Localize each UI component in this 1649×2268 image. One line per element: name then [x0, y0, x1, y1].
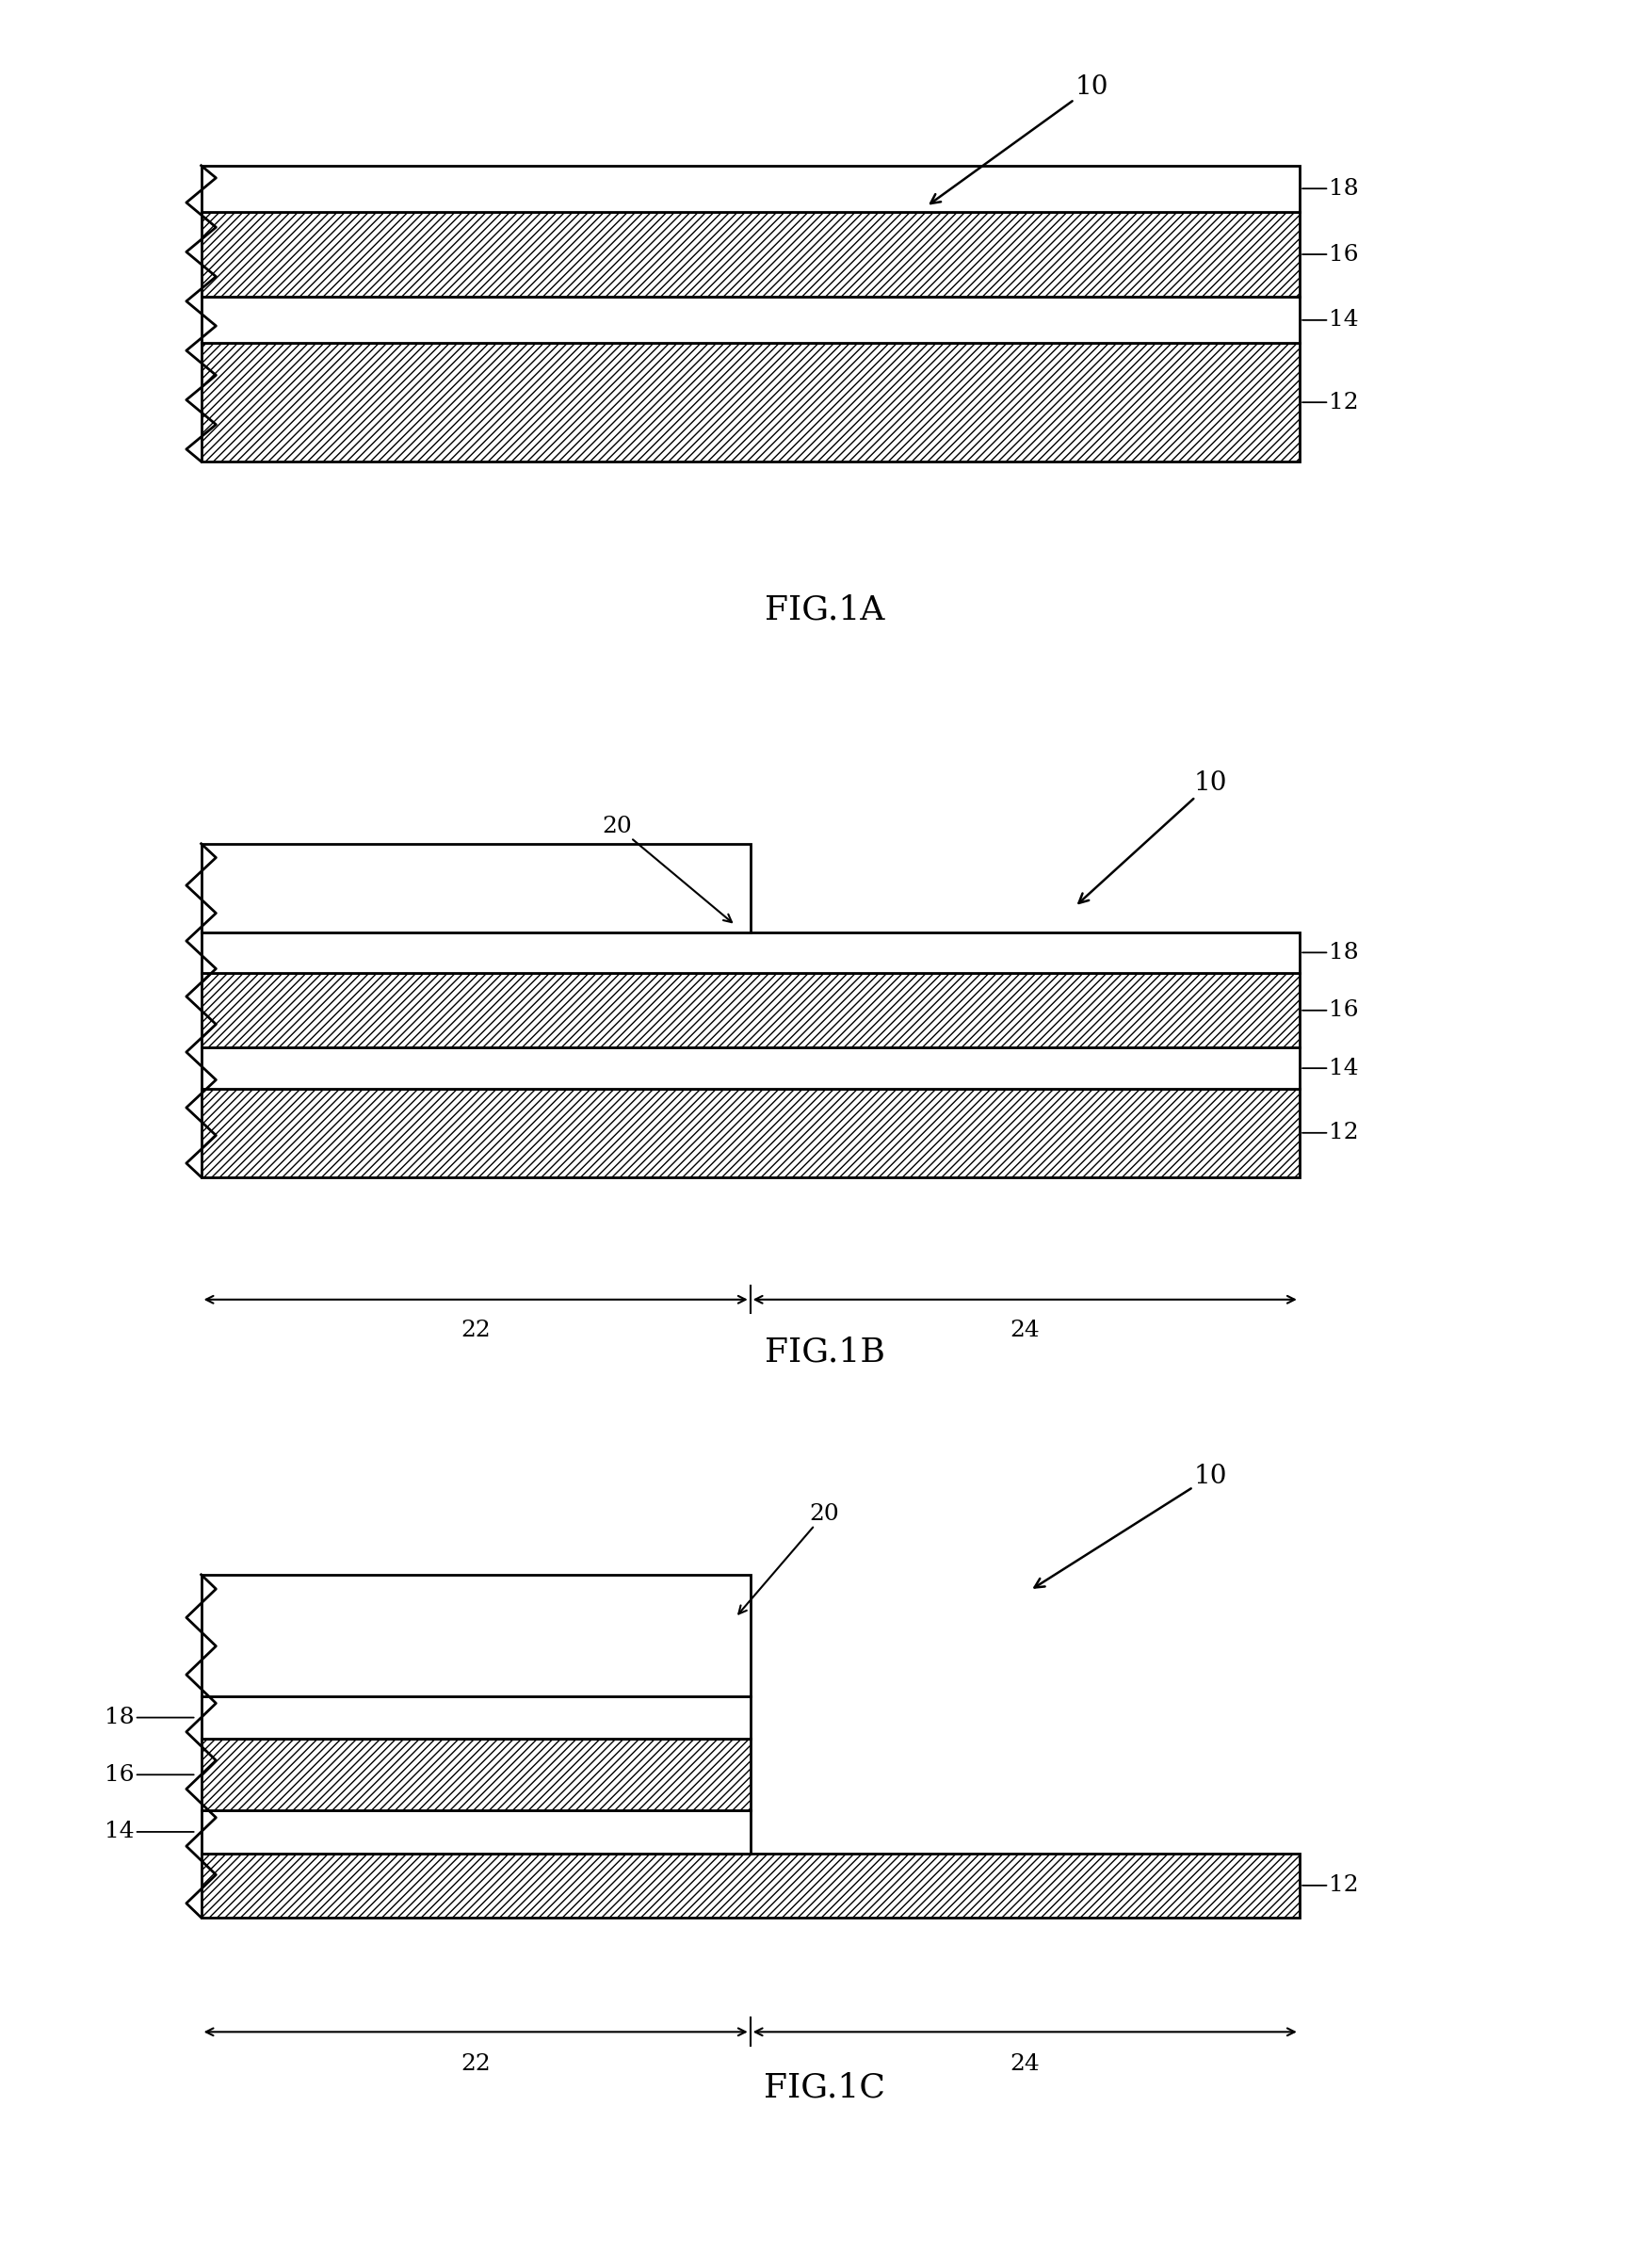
- Text: 14: 14: [1303, 1057, 1359, 1080]
- Text: 10: 10: [930, 75, 1108, 204]
- Text: 24: 24: [1009, 2053, 1041, 2075]
- Text: 16: 16: [104, 1765, 195, 1785]
- Bar: [201, 1810, 750, 1853]
- Text: 10: 10: [1034, 1463, 1227, 1588]
- Text: 20: 20: [602, 814, 732, 923]
- Bar: [201, 844, 750, 932]
- Bar: [201, 342, 1299, 463]
- Bar: [201, 1696, 750, 1740]
- Text: 18: 18: [104, 1708, 195, 1728]
- Text: 18: 18: [1303, 941, 1359, 964]
- Bar: [201, 297, 1299, 342]
- Text: 12: 12: [1303, 392, 1359, 413]
- Text: 14: 14: [104, 1821, 195, 1842]
- Text: 16: 16: [1303, 1000, 1359, 1021]
- Text: 14: 14: [1303, 308, 1359, 331]
- Text: 10: 10: [1078, 771, 1227, 903]
- Text: FIG.1C: FIG.1C: [763, 2071, 886, 2102]
- Text: FIG.1A: FIG.1A: [765, 594, 884, 626]
- Text: 12: 12: [1303, 1123, 1359, 1143]
- Bar: [201, 1089, 1299, 1177]
- Bar: [201, 1574, 750, 1696]
- Bar: [201, 1740, 750, 1810]
- Bar: [201, 211, 1299, 297]
- Bar: [201, 973, 1299, 1048]
- Text: 12: 12: [1303, 1876, 1359, 1896]
- Text: 16: 16: [1303, 243, 1359, 265]
- Text: 22: 22: [460, 1320, 491, 1343]
- Bar: [201, 1048, 1299, 1089]
- Bar: [201, 1853, 1299, 1919]
- Text: 20: 20: [739, 1504, 839, 1615]
- Text: 24: 24: [1009, 1320, 1041, 1343]
- Bar: [201, 166, 1299, 211]
- Bar: [201, 932, 1299, 973]
- Text: 18: 18: [1303, 177, 1359, 200]
- Text: 22: 22: [460, 2053, 491, 2075]
- Text: FIG.1B: FIG.1B: [763, 1336, 886, 1368]
